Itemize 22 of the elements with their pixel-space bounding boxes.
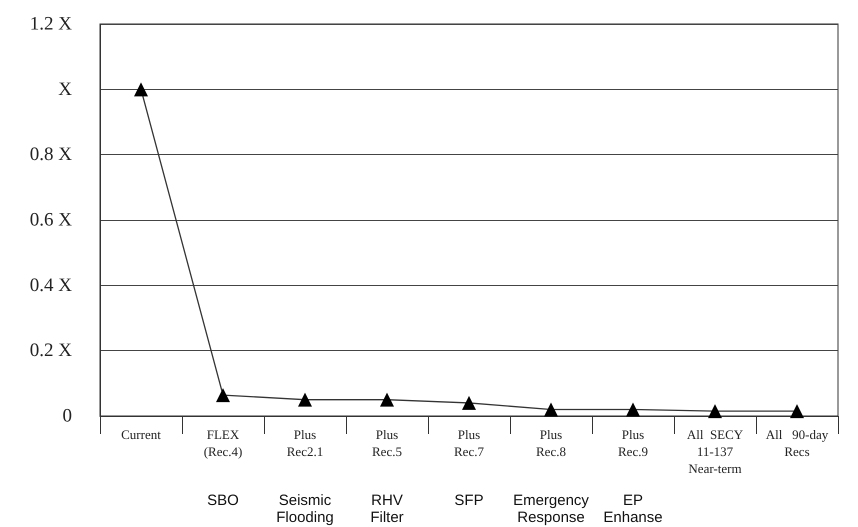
y-tick-label: 0.8 X — [30, 144, 72, 166]
y-tick-label: 0.2 X — [30, 340, 72, 362]
y-tick-label: 0.6 X — [30, 210, 72, 230]
y-tick-label: 1.2 X — [30, 14, 72, 34]
text: EP Enhanse — [603, 492, 663, 526]
text: RHV Filter — [370, 492, 404, 526]
x-tick-label: Plus Rec.5 — [372, 427, 402, 459]
text: Seismic Flooding — [276, 492, 334, 526]
x-tick-label: All 90-day Recs — [766, 427, 829, 459]
x-tick-label: Plus Rec.9 — [618, 427, 648, 459]
x-tick-label: Plus Rec.7 — [454, 427, 484, 459]
x-tick-label: All SECY 11-137 Near-term — [686, 427, 744, 476]
y-tick-label: 0.4 X — [30, 274, 72, 296]
text: SFP — [454, 492, 484, 509]
y-tick-label: X — [58, 78, 72, 100]
x-tick-label: Plus Rec.8 — [536, 427, 566, 459]
x-tick-label: FLEX (Rec.4) — [204, 427, 242, 459]
text: SBO — [207, 492, 239, 509]
x-tick-label: Plus Rec2.1 — [286, 427, 324, 459]
y-tick-label: 0 — [62, 406, 72, 426]
x-tick-label: Current — [121, 427, 162, 442]
text: Emergency Response — [513, 492, 590, 526]
